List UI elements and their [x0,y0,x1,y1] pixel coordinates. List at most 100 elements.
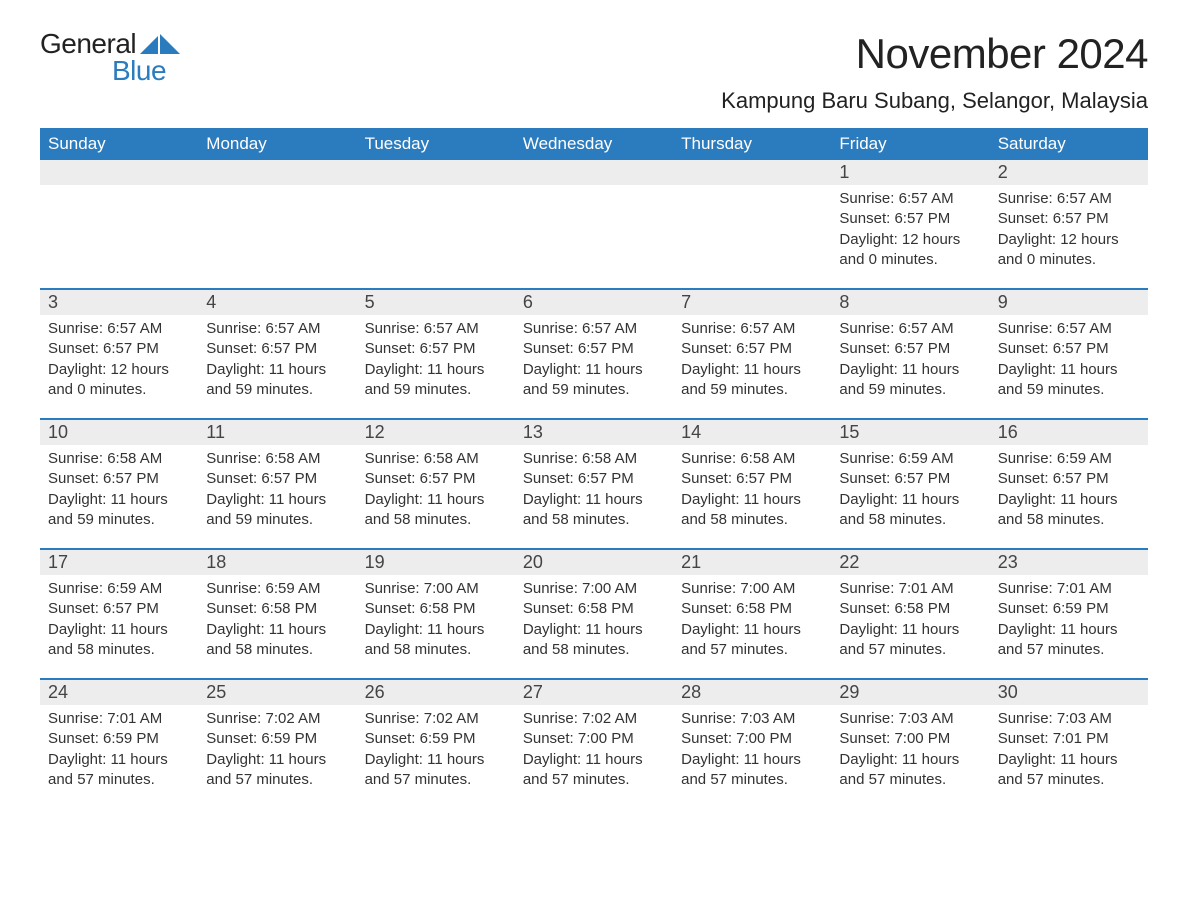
daylight-line: Daylight: 11 hours and 59 minutes. [998,360,1140,401]
day-number-cell: 21 [673,549,831,575]
day-body-cell: Sunrise: 6:59 AMSunset: 6:57 PMDaylight:… [831,445,989,549]
calendar-body: 12Sunrise: 6:57 AMSunset: 6:57 PMDayligh… [40,159,1148,808]
sunrise-line: Sunrise: 6:57 AM [48,319,190,339]
day-number-cell: 6 [515,289,673,315]
sunset-line: Sunset: 6:57 PM [206,469,348,489]
day-number-cell [515,159,673,185]
daylight-line: Daylight: 11 hours and 58 minutes. [681,490,823,531]
flag-icon [140,32,180,54]
sunrise-line: Sunrise: 6:58 AM [48,449,190,469]
sunrise-line: Sunrise: 6:59 AM [48,579,190,599]
location-subtitle: Kampung Baru Subang, Selangor, Malaysia [721,88,1148,114]
day-number-row: 17181920212223 [40,549,1148,575]
day-number-cell: 26 [357,679,515,705]
day-body-cell: Sunrise: 7:00 AMSunset: 6:58 PMDaylight:… [673,575,831,679]
day-number-cell: 15 [831,419,989,445]
sunset-line: Sunset: 6:57 PM [998,209,1140,229]
sunrise-line: Sunrise: 7:03 AM [839,709,981,729]
sunrise-line: Sunrise: 7:03 AM [681,709,823,729]
sunset-line: Sunset: 6:57 PM [681,469,823,489]
daylight-line: Daylight: 11 hours and 59 minutes. [681,360,823,401]
day-number-cell: 9 [990,289,1148,315]
sunset-line: Sunset: 6:59 PM [998,599,1140,619]
sunrise-line: Sunrise: 7:03 AM [998,709,1140,729]
daylight-line: Daylight: 11 hours and 58 minutes. [523,490,665,531]
sunset-line: Sunset: 6:57 PM [998,469,1140,489]
day-body-cell: Sunrise: 6:57 AMSunset: 6:57 PMDaylight:… [990,185,1148,289]
sunset-line: Sunset: 6:57 PM [681,339,823,359]
daylight-line: Daylight: 11 hours and 59 minutes. [523,360,665,401]
day-body-cell: Sunrise: 7:02 AMSunset: 6:59 PMDaylight:… [357,705,515,808]
header: General Blue November 2024 Kampung Baru … [40,30,1148,114]
day-number-row: 24252627282930 [40,679,1148,705]
sunset-line: Sunset: 6:58 PM [365,599,507,619]
sunrise-line: Sunrise: 6:58 AM [365,449,507,469]
calendar-table: Sunday Monday Tuesday Wednesday Thursday… [40,128,1148,808]
daylight-line: Daylight: 11 hours and 59 minutes. [839,360,981,401]
sunset-line: Sunset: 6:57 PM [839,469,981,489]
daylight-line: Daylight: 11 hours and 59 minutes. [206,360,348,401]
daylight-line: Daylight: 11 hours and 57 minutes. [998,750,1140,791]
day-body-row: Sunrise: 6:58 AMSunset: 6:57 PMDaylight:… [40,445,1148,549]
day-body-cell: Sunrise: 6:57 AMSunset: 6:57 PMDaylight:… [198,315,356,419]
weekday-tuesday: Tuesday [357,129,515,159]
day-number-cell [673,159,831,185]
day-body-cell: Sunrise: 6:58 AMSunset: 6:57 PMDaylight:… [357,445,515,549]
day-number-cell: 3 [40,289,198,315]
day-body-cell: Sunrise: 6:58 AMSunset: 6:57 PMDaylight:… [673,445,831,549]
day-number-row: 12 [40,159,1148,185]
sunrise-line: Sunrise: 6:57 AM [681,319,823,339]
daylight-line: Daylight: 11 hours and 57 minutes. [681,750,823,791]
day-body-cell: Sunrise: 6:58 AMSunset: 6:57 PMDaylight:… [515,445,673,549]
day-body-cell: Sunrise: 6:59 AMSunset: 6:58 PMDaylight:… [198,575,356,679]
sunset-line: Sunset: 6:57 PM [839,339,981,359]
day-number-cell: 28 [673,679,831,705]
sunrise-line: Sunrise: 6:58 AM [206,449,348,469]
sunrise-line: Sunrise: 7:01 AM [839,579,981,599]
sunset-line: Sunset: 6:58 PM [523,599,665,619]
sunrise-line: Sunrise: 7:01 AM [998,579,1140,599]
daylight-line: Daylight: 11 hours and 57 minutes. [48,750,190,791]
sunset-line: Sunset: 6:59 PM [365,729,507,749]
sunset-line: Sunset: 6:57 PM [206,339,348,359]
day-number-cell: 1 [831,159,989,185]
sunrise-line: Sunrise: 7:00 AM [681,579,823,599]
sunrise-line: Sunrise: 6:57 AM [998,189,1140,209]
day-body-cell: Sunrise: 6:58 AMSunset: 6:57 PMDaylight:… [198,445,356,549]
weekday-monday: Monday [198,129,356,159]
day-number-cell: 13 [515,419,673,445]
sunrise-line: Sunrise: 6:58 AM [681,449,823,469]
sunset-line: Sunset: 6:57 PM [839,209,981,229]
daylight-line: Daylight: 12 hours and 0 minutes. [998,230,1140,271]
day-body-cell: Sunrise: 6:59 AMSunset: 6:57 PMDaylight:… [990,445,1148,549]
weekday-friday: Friday [831,129,989,159]
day-body-cell: Sunrise: 6:57 AMSunset: 6:57 PMDaylight:… [831,185,989,289]
sunset-line: Sunset: 6:57 PM [365,469,507,489]
day-body-row: Sunrise: 6:59 AMSunset: 6:57 PMDaylight:… [40,575,1148,679]
weekday-wednesday: Wednesday [515,129,673,159]
day-number-cell: 11 [198,419,356,445]
daylight-line: Daylight: 11 hours and 58 minutes. [839,490,981,531]
weekday-sunday: Sunday [40,129,198,159]
day-body-row: Sunrise: 6:57 AMSunset: 6:57 PMDaylight:… [40,315,1148,419]
day-number-cell: 5 [357,289,515,315]
daylight-line: Daylight: 12 hours and 0 minutes. [48,360,190,401]
sunset-line: Sunset: 7:00 PM [839,729,981,749]
sunset-line: Sunset: 6:57 PM [523,339,665,359]
sunset-line: Sunset: 7:00 PM [681,729,823,749]
sunrise-line: Sunrise: 6:57 AM [839,319,981,339]
day-body-cell: Sunrise: 6:57 AMSunset: 6:57 PMDaylight:… [515,315,673,419]
day-number-cell [357,159,515,185]
daylight-line: Daylight: 11 hours and 59 minutes. [48,490,190,531]
day-body-cell: Sunrise: 7:01 AMSunset: 6:58 PMDaylight:… [831,575,989,679]
day-body-cell [515,185,673,289]
day-number-cell: 23 [990,549,1148,575]
brand-line-1: General [40,30,180,58]
day-body-row: Sunrise: 6:57 AMSunset: 6:57 PMDaylight:… [40,185,1148,289]
day-body-cell: Sunrise: 7:01 AMSunset: 6:59 PMDaylight:… [990,575,1148,679]
sunset-line: Sunset: 6:58 PM [839,599,981,619]
daylight-line: Daylight: 11 hours and 58 minutes. [206,620,348,661]
day-body-cell: Sunrise: 7:03 AMSunset: 7:00 PMDaylight:… [673,705,831,808]
daylight-line: Daylight: 11 hours and 58 minutes. [365,620,507,661]
daylight-line: Daylight: 11 hours and 57 minutes. [839,620,981,661]
